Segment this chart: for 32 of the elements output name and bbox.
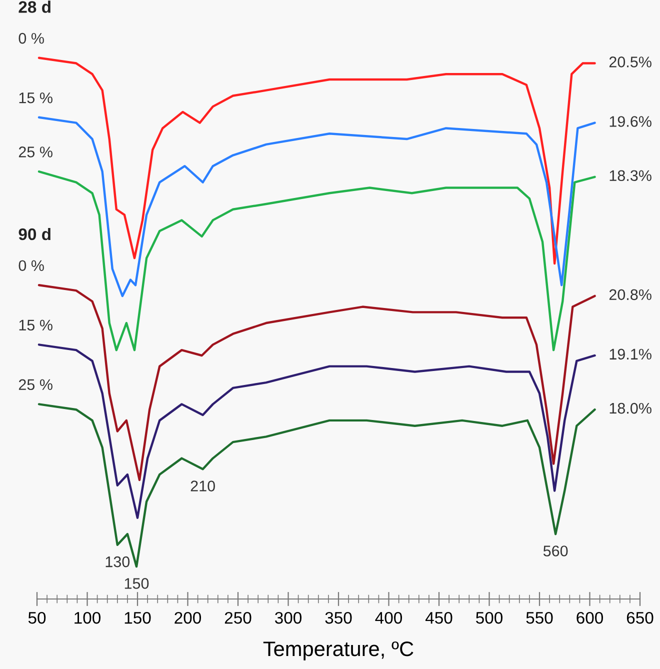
x-tick-label: 350 xyxy=(325,612,352,624)
x-tick-label: 450 xyxy=(425,612,452,624)
x-tick-label: 200 xyxy=(174,612,202,624)
annotation: 210 xyxy=(190,480,215,492)
x-tick-label: 500 xyxy=(476,612,503,624)
x-tick-label: 550 xyxy=(526,612,553,624)
series-label: 25 % xyxy=(18,379,52,390)
annotation: 19.6% xyxy=(610,116,652,127)
annotation: 150 xyxy=(124,578,149,589)
series-label: 0 % xyxy=(18,32,44,44)
annotation: 19.1% xyxy=(610,348,652,360)
series-label: 15 % xyxy=(19,320,52,331)
annotation: 18.3% xyxy=(610,170,652,182)
series-label: 25 % xyxy=(18,146,52,158)
x-axis-title: Temperature, ºC xyxy=(263,641,414,660)
annotation: 18.0% xyxy=(610,402,652,414)
x-tick-label: 100 xyxy=(74,612,101,624)
annotation: 130 xyxy=(106,556,130,568)
annotation: 20.8% xyxy=(609,289,652,300)
text: 28 d xyxy=(18,0,50,13)
x-tick-label: 150 xyxy=(124,612,151,624)
annotation: 560 xyxy=(543,546,568,556)
x-tick-label: 300 xyxy=(274,612,302,624)
annotation: 90 d xyxy=(18,228,50,240)
x-tick-label: 600 xyxy=(576,612,604,624)
series-label: 15 % xyxy=(19,92,52,104)
series-label: 0 % xyxy=(18,260,44,272)
x-tick-label: 250 xyxy=(224,612,252,624)
x-tick-label: 50 xyxy=(28,612,46,624)
annotation: 20.5% xyxy=(609,56,652,68)
x-tick-label: 650 xyxy=(626,612,654,624)
x-tick-label: 400 xyxy=(375,612,402,624)
